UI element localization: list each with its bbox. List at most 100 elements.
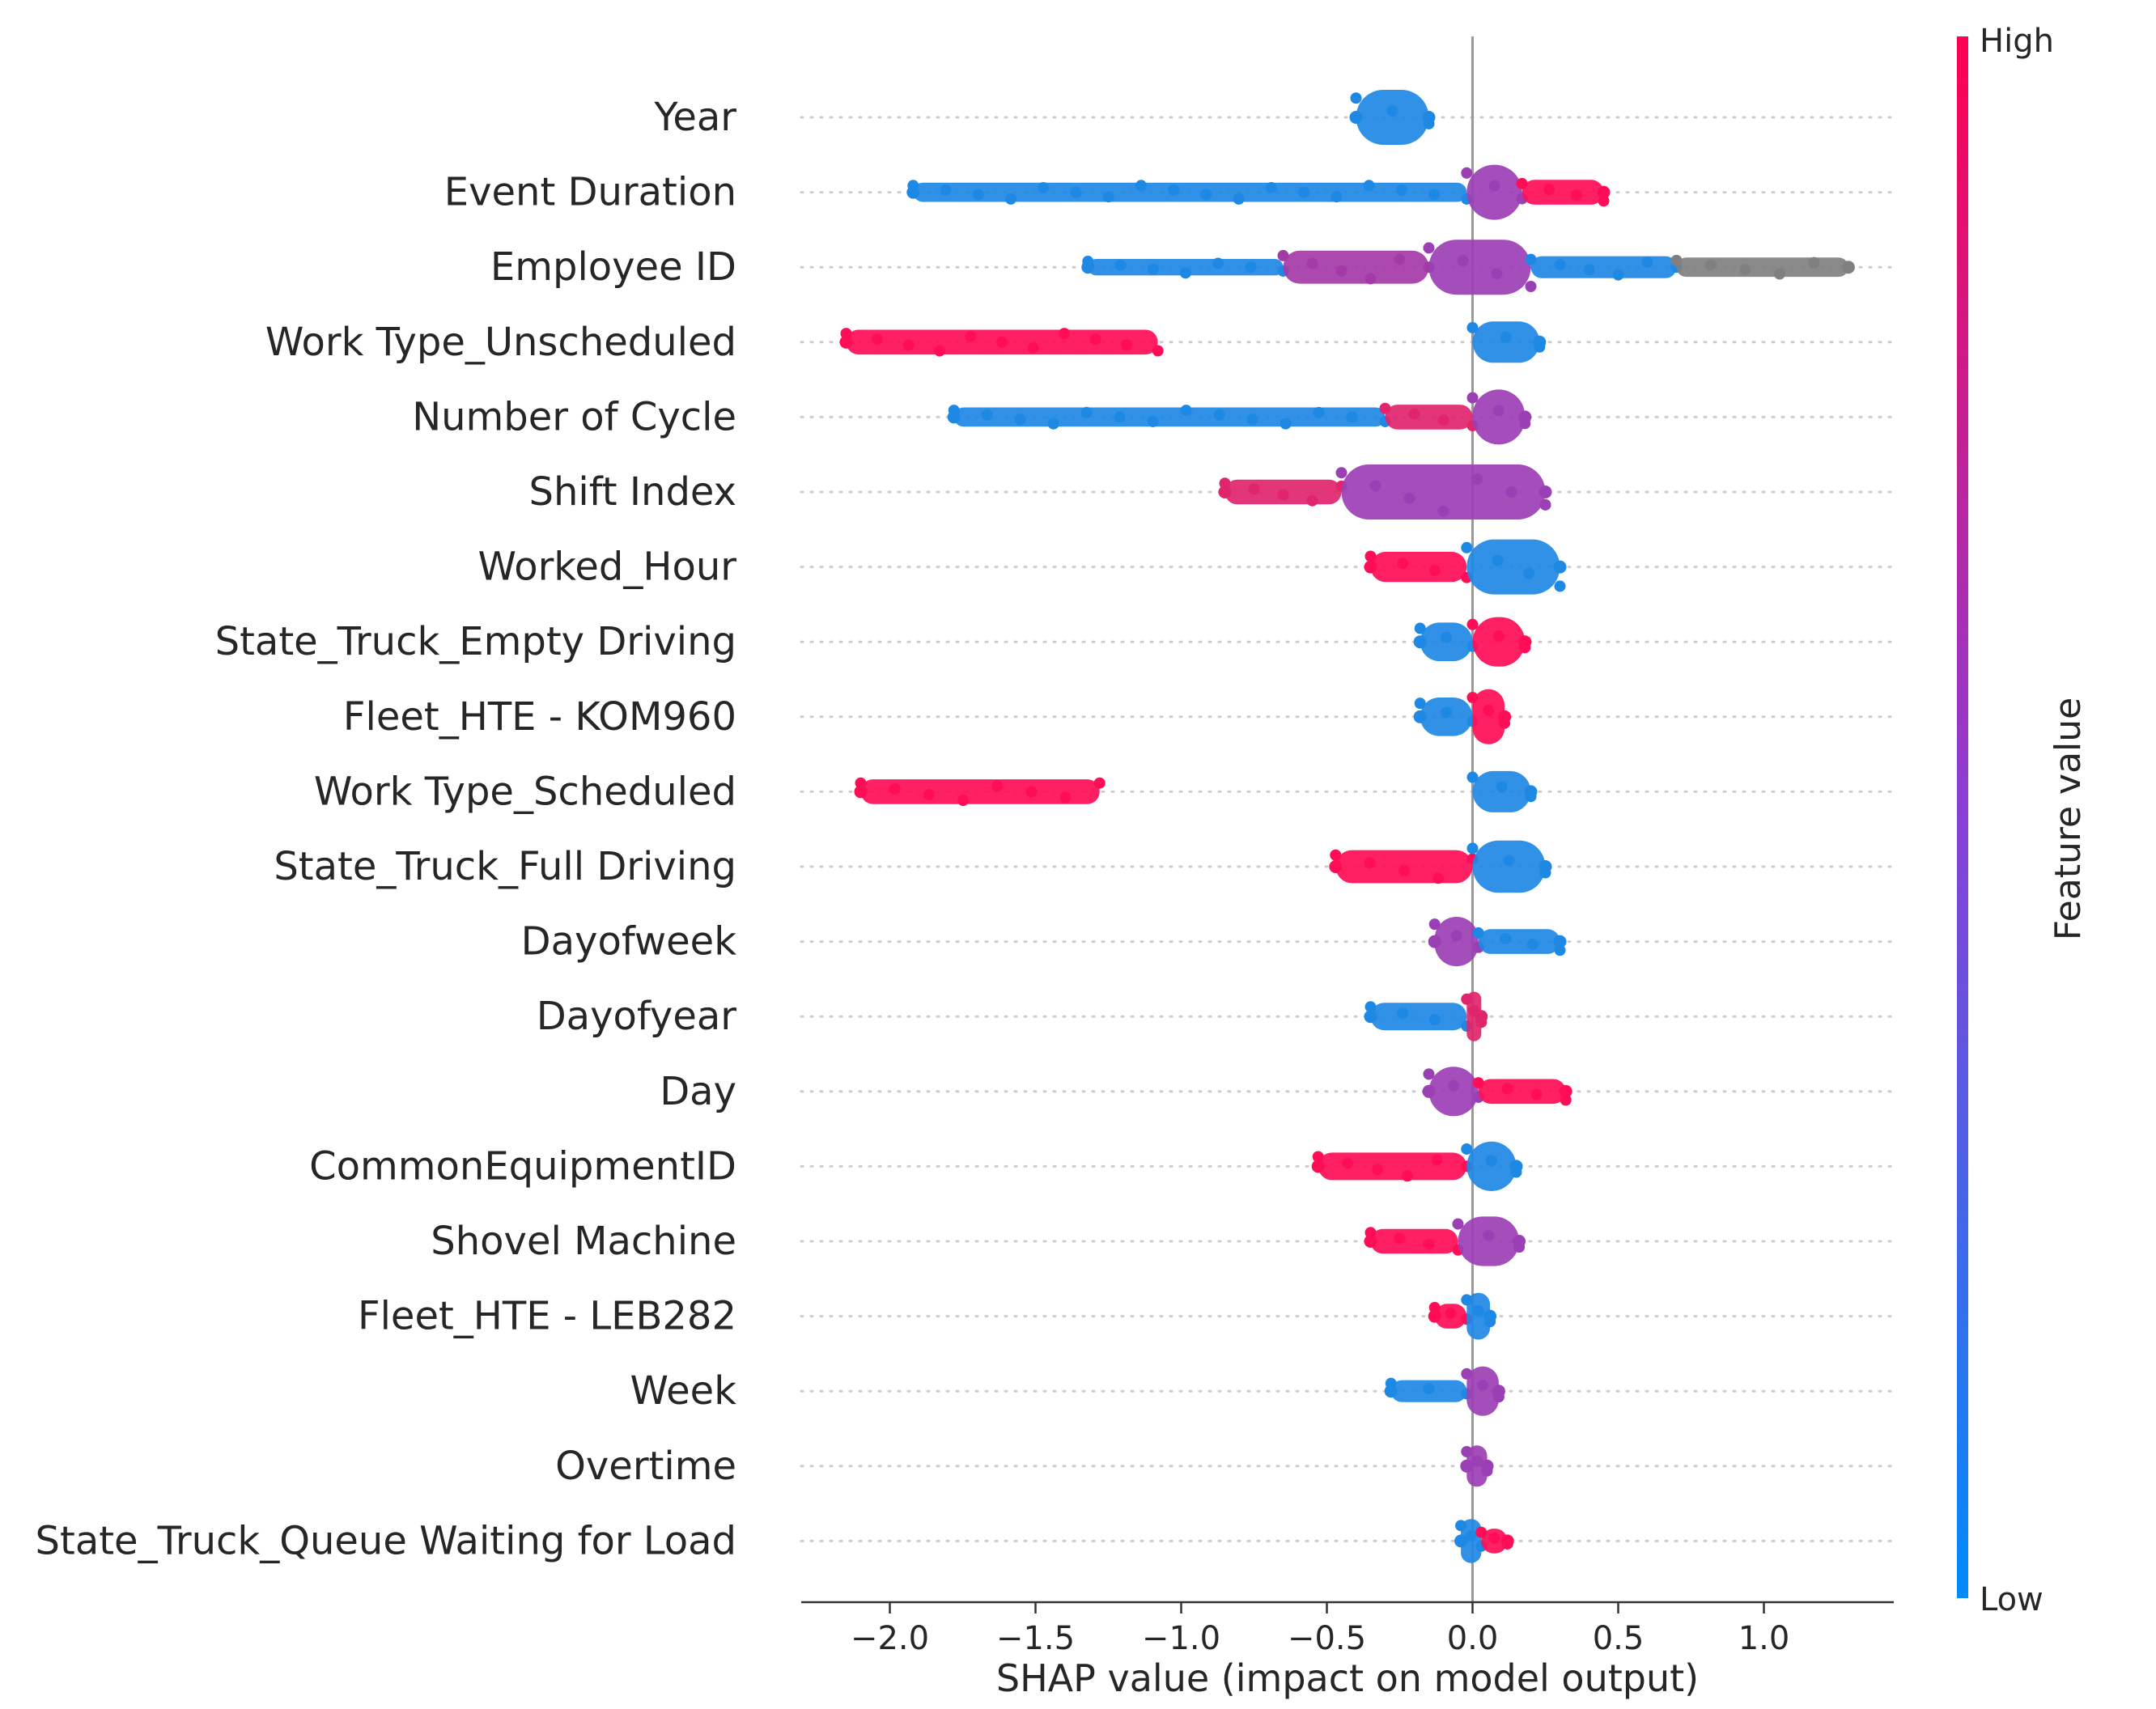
swarm-dot <box>1461 1368 1473 1380</box>
swarm-segment <box>1466 1366 1499 1416</box>
swarm-dot <box>991 780 1004 792</box>
swarm-endpoint-dot <box>1597 185 1611 199</box>
swarm-dot <box>1135 180 1147 192</box>
swarm-segment <box>1530 256 1677 278</box>
swarm-segment <box>1341 464 1546 519</box>
swarm-dot <box>1496 781 1508 793</box>
swarm-dot <box>1466 692 1479 703</box>
swarm-dot <box>1455 1520 1467 1532</box>
swarm-dot <box>1448 1079 1460 1092</box>
swarm-dot <box>1200 189 1212 201</box>
swarm-dot <box>902 339 915 351</box>
feature-swarm <box>1311 1141 1523 1191</box>
swarm-endpoint-dot <box>906 185 920 199</box>
swarm-dot <box>1089 333 1101 346</box>
swarm-dot <box>1408 408 1420 420</box>
swarm-segment <box>1522 180 1604 205</box>
swarm-dot <box>1554 944 1566 956</box>
feature-swarm <box>1413 617 1532 667</box>
swarm-dot <box>1472 1304 1484 1317</box>
swarm-endpoint-dot <box>1460 1459 1474 1473</box>
swarm-dot <box>1500 331 1512 343</box>
swarm-dot <box>1233 193 1245 205</box>
swarm-dot <box>1437 413 1449 426</box>
swarm-dot <box>1452 1218 1464 1230</box>
swarm-endpoint-dot <box>1428 1309 1441 1323</box>
x-tick-label: −1.5 <box>996 1620 1075 1657</box>
feature-label: State_Truck_Full Driving <box>274 844 736 889</box>
swarm-dot <box>1246 413 1258 426</box>
colorbar-low-label: Low <box>1980 1581 2044 1618</box>
swarm-dot <box>1414 622 1426 634</box>
feature-labels: Year Event Duration Employee ID Work Type_U… <box>36 95 737 1563</box>
swarm-dot <box>1466 618 1479 630</box>
swarm-dot <box>1342 1157 1354 1169</box>
swarm-dot <box>1306 494 1318 507</box>
swarm-dot <box>1059 328 1071 340</box>
feature-label: Week <box>630 1368 736 1414</box>
feature-swarm <box>1428 1292 1497 1340</box>
swarm-dot <box>1180 405 1192 417</box>
swarm-dot <box>1461 1445 1473 1457</box>
feature-label: Year <box>653 95 736 140</box>
swarm-dot <box>1397 558 1409 570</box>
swarm-dot <box>1147 415 1159 427</box>
swarm-dot <box>923 788 935 800</box>
swarm-dot <box>1379 402 1391 414</box>
feature-label: State_Truck_Empty Driving <box>215 619 736 664</box>
swarm-endpoint-dot <box>1518 410 1532 424</box>
swarm-endpoint-dot <box>1559 1084 1572 1098</box>
swarm-dot <box>1364 273 1377 285</box>
x-axis: −2.0 −1.5 −1.0 −0.5 0.0 0.5 1.0 <box>801 1601 1894 1657</box>
swarm-dot <box>1219 477 1231 490</box>
swarm-endpoint-dot <box>1384 1385 1398 1398</box>
swarm-dot <box>1488 180 1500 192</box>
swarm-dot <box>1598 195 1610 207</box>
swarm-endpoint-dot <box>1533 335 1547 349</box>
colorbar: High Low Feature value <box>1957 23 2089 1618</box>
swarm-dot <box>1364 1001 1377 1013</box>
swarm-dot <box>1492 405 1505 417</box>
swarm-segment <box>1283 250 1429 284</box>
swarm-endpoint-dot <box>1513 1235 1526 1248</box>
swarm-dot <box>1213 409 1225 421</box>
swarm-dot <box>1503 854 1515 867</box>
swarm-dot <box>1441 706 1453 719</box>
swarm-dot <box>934 345 946 357</box>
swarm-endpoint-dot <box>1518 635 1532 649</box>
swarm-segment <box>1466 1141 1517 1191</box>
swarm-dot <box>1428 564 1441 576</box>
feature-swarm <box>1422 1067 1572 1117</box>
swarm-dot <box>1461 167 1473 179</box>
swarm-dot <box>1773 268 1785 280</box>
swarm-dot <box>1346 411 1358 423</box>
swarm-dot <box>1059 791 1072 804</box>
swarm-endpoint-dot <box>1311 1160 1325 1173</box>
feature-swarm <box>1364 1216 1526 1266</box>
swarm-dot <box>1491 268 1503 280</box>
swarm-dot <box>1038 182 1050 194</box>
swarm-dot <box>1093 777 1106 789</box>
swarm-segment <box>1466 539 1560 595</box>
swarm-dot <box>1423 1068 1435 1080</box>
swarm-dot <box>1047 418 1059 430</box>
x-tick-label: −0.5 <box>1288 1620 1366 1657</box>
swarm-dot <box>1394 1232 1406 1245</box>
swarm-dot <box>1313 406 1325 418</box>
swarm-endpoint-dot <box>947 410 961 424</box>
feature-swarm <box>1218 464 1552 519</box>
swarm-endpoint-dot <box>1422 1084 1436 1098</box>
swarm-segment <box>1370 1003 1467 1031</box>
swarm-endpoint-dot <box>1480 1459 1494 1473</box>
swarm-dot <box>1280 418 1292 430</box>
colorbar-title: Feature value <box>2048 698 2089 940</box>
feature-label: Employee ID <box>490 244 736 290</box>
swarm-dot <box>1543 184 1555 196</box>
swarm-dot <box>1335 467 1348 479</box>
swarm-dot <box>1465 1530 1477 1542</box>
swarm-dot <box>1423 242 1435 254</box>
feature-swarm <box>839 321 1547 363</box>
swarm-dot <box>940 184 952 196</box>
swarm-endpoint-dot <box>1498 710 1512 723</box>
